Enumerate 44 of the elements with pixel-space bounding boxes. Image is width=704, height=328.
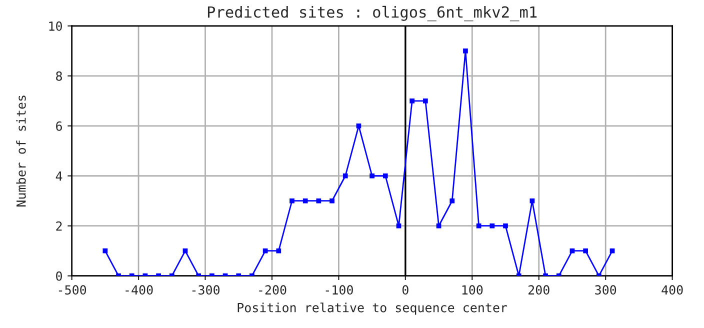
point [356,123,362,128]
y-tick-label: 10 [49,21,62,31]
y-tick-label: 8 [56,71,62,81]
point [330,198,334,204]
point [302,198,308,204]
x-tick-label: -500 [58,285,86,295]
point [276,248,282,254]
point [436,223,442,228]
x-tick-label: -100 [326,285,353,295]
point [262,248,268,254]
y-tick-label: 0 [56,271,62,281]
y-tick-label: 2 [56,221,62,231]
point [370,173,374,178]
point [610,248,615,254]
point [102,248,108,254]
point [450,198,455,204]
point [503,223,508,228]
point [423,98,428,104]
point [290,198,294,204]
point [382,173,388,178]
x-tick-label: -400 [126,285,153,295]
point [342,173,348,178]
x-tick-label: 100 [462,285,483,295]
y-tick-label: 4 [56,172,62,181]
point [530,198,535,204]
point [463,48,468,54]
x-tick-label: -200 [259,285,286,295]
point [570,248,575,254]
point [316,198,322,204]
x-tick-label: -300 [192,285,220,295]
point [583,248,588,254]
y-axis-title: Number of sites [16,96,26,206]
x-tick-label: 400 [662,285,683,295]
point [396,223,402,228]
x-tick-label: 300 [595,285,616,295]
chart-title: Predicted sites : oligos_6nt_mkv2_m1 [208,6,537,22]
x-tick-label: 0 [402,285,408,295]
point [490,223,495,228]
y-tick-label: 6 [56,121,62,131]
point [476,223,482,228]
point [410,98,415,104]
point [182,248,188,254]
x-axis-title: Position relative to sequence center [238,302,508,315]
x-tick-label: 200 [528,285,550,295]
